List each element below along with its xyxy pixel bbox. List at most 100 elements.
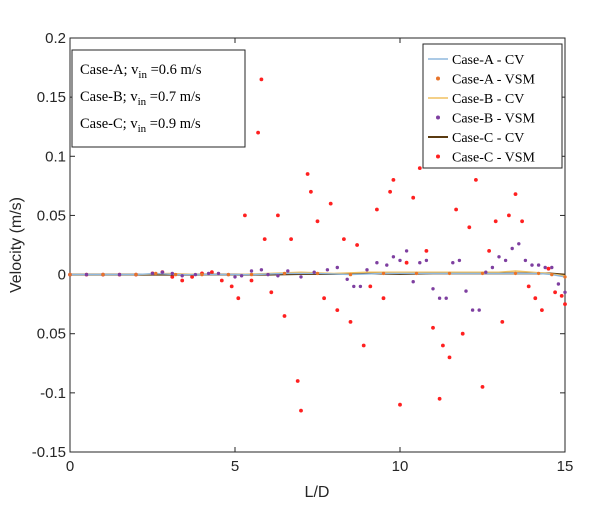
legend-label: Case-A - CV	[452, 53, 524, 68]
legend-swatch	[436, 115, 440, 120]
data-point-case-c-vsm	[398, 402, 402, 407]
data-point-case-a-vsm	[513, 271, 518, 276]
data-point-case-c-vsm	[328, 201, 333, 206]
data-point-case-b-vsm	[160, 270, 165, 274]
data-point-case-b-vsm	[335, 265, 339, 270]
y-tick-label: 0	[58, 267, 66, 284]
data-point-case-c-vsm	[170, 275, 175, 279]
data-point-case-c-vsm	[289, 237, 293, 242]
data-point-case-c-vsm	[322, 296, 326, 301]
data-point-case-c-vsm	[305, 172, 310, 176]
data-point-case-c-vsm	[335, 308, 340, 312]
data-point-case-c-vsm	[219, 278, 224, 283]
data-point-case-c-vsm	[533, 296, 538, 301]
legend-label: Case-B - VSM	[452, 112, 536, 127]
data-point-case-a-vsm	[381, 271, 386, 276]
data-point-case-c-vsm	[546, 266, 551, 271]
data-point-case-c-vsm	[391, 178, 396, 182]
data-point-case-b-vsm	[536, 263, 541, 267]
data-point-case-c-vsm	[361, 343, 366, 348]
data-point-case-b-vsm	[556, 282, 561, 286]
data-point-case-b-vsm	[451, 261, 455, 265]
data-point-case-b-vsm	[249, 269, 254, 273]
data-point-case-a-vsm	[480, 271, 485, 276]
data-point-case-b-vsm	[391, 255, 396, 259]
data-point-case-b-vsm	[365, 268, 369, 272]
data-point-case-b-vsm	[464, 289, 468, 293]
data-point-case-c-vsm	[500, 320, 505, 324]
data-point-case-c-vsm	[309, 189, 313, 194]
data-point-case-a-vsm	[563, 275, 567, 279]
data-point-case-a-vsm	[226, 272, 231, 277]
data-point-case-c-vsm	[180, 278, 185, 283]
data-point-case-b-vsm	[431, 287, 435, 291]
data-point-case-c-vsm	[236, 296, 241, 301]
legend-label: Case-C - CV	[452, 131, 524, 146]
data-point-case-c-vsm	[269, 290, 274, 295]
series-layer	[68, 77, 567, 413]
data-point-case-c-vsm	[229, 284, 234, 289]
data-point-case-a-vsm	[101, 272, 105, 277]
data-point-case-c-vsm	[368, 284, 373, 289]
data-point-case-b-vsm	[550, 265, 554, 270]
x-axis: 0 5 10 15	[66, 38, 574, 475]
data-point-case-c-vsm	[563, 302, 567, 306]
data-point-case-b-vsm	[398, 258, 402, 263]
data-point-case-b-vsm	[206, 271, 211, 276]
x-tick-label: 0	[66, 458, 74, 475]
data-point-case-b-vsm	[530, 263, 534, 267]
legend-swatch	[436, 76, 440, 81]
data-point-case-b-vsm	[457, 258, 462, 263]
data-point-case-b-vsm	[312, 270, 316, 274]
data-point-case-c-vsm	[375, 207, 379, 212]
data-point-case-c-vsm	[342, 237, 346, 242]
data-point-case-a-vsm	[447, 271, 452, 276]
data-point-case-c-vsm	[243, 213, 247, 218]
data-point-case-a-vsm	[249, 272, 254, 277]
legend-swatch	[436, 154, 440, 159]
y-tick-label: 0.05	[37, 207, 66, 224]
data-point-case-c-vsm	[355, 243, 359, 247]
data-point-case-c-vsm	[381, 296, 386, 301]
data-point-case-c-vsm	[513, 192, 518, 197]
data-point-case-b-vsm	[563, 290, 567, 294]
data-point-case-c-vsm	[299, 408, 303, 413]
data-point-case-a-vsm	[536, 271, 541, 276]
data-point-case-b-vsm	[358, 284, 363, 289]
legend: Case-A - CV Case-A - VSM Case-B - CV Case-B…	[422, 43, 563, 169]
data-point-case-b-vsm	[352, 284, 356, 289]
data-point-case-c-vsm	[437, 396, 442, 401]
data-point-case-b-vsm	[477, 308, 481, 312]
data-point-case-c-vsm	[526, 284, 531, 289]
data-point-case-b-vsm	[484, 270, 488, 274]
data-point-case-c-vsm	[540, 308, 544, 312]
data-point-case-c-vsm	[553, 290, 557, 295]
data-point-case-b-vsm	[523, 258, 528, 263]
data-point-case-b-vsm	[490, 265, 495, 270]
data-point-case-c-vsm	[447, 355, 452, 360]
data-point-case-a-vsm	[414, 271, 419, 276]
legend-label: Case-C - VSM	[452, 151, 536, 166]
data-point-case-c-vsm	[282, 314, 287, 318]
data-point-case-b-vsm	[233, 275, 237, 279]
data-point-case-b-vsm	[239, 274, 244, 278]
data-point-case-c-vsm	[259, 77, 264, 82]
data-point-case-c-vsm	[460, 331, 465, 336]
data-point-case-b-vsm	[385, 263, 389, 267]
y-tick-label: -0.15	[32, 444, 66, 461]
data-point-case-c-vsm	[249, 278, 254, 283]
data-point-case-a-vsm	[282, 271, 287, 276]
data-point-case-c-vsm	[411, 195, 416, 200]
x-tick-label: 15	[557, 458, 574, 475]
data-point-case-c-vsm	[441, 343, 445, 348]
data-point-case-c-vsm	[474, 178, 478, 182]
data-point-case-c-vsm	[190, 275, 195, 279]
data-point-case-a-vsm	[550, 272, 554, 277]
data-point-case-b-vsm	[543, 265, 547, 270]
annotation-line: Case-B; vin =0.7 m/s	[80, 89, 201, 108]
data-point-case-c-vsm	[276, 213, 280, 218]
legend-label: Case-B - CV	[452, 92, 524, 107]
data-point-case-b-vsm	[404, 249, 409, 253]
x-tick-label: 10	[392, 458, 409, 475]
